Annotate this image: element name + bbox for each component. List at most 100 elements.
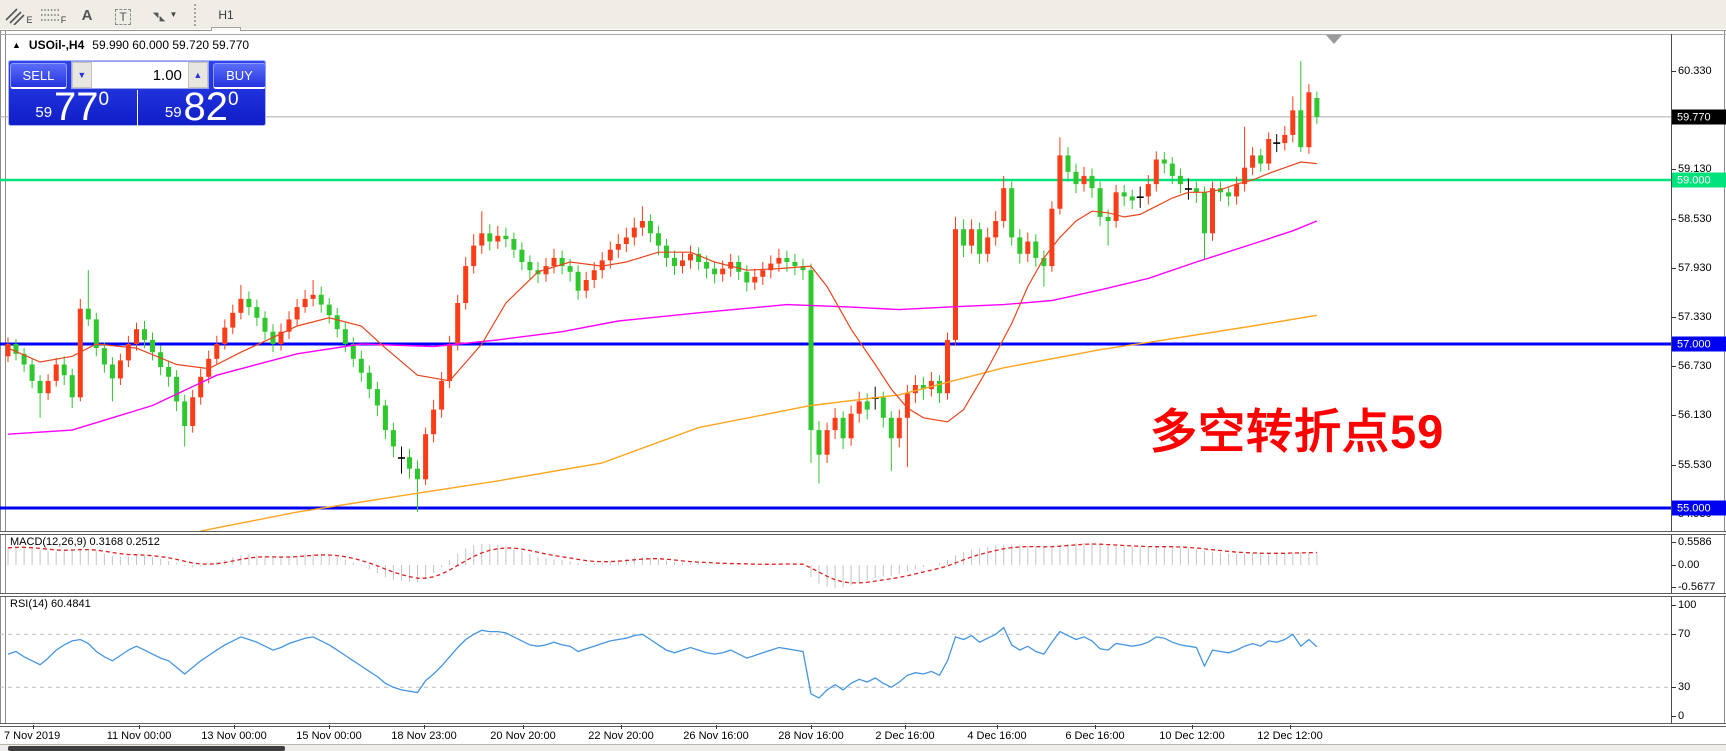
price-tick-57.930: 57.930 xyxy=(1678,262,1712,274)
price-tick-55.530: 55.530 xyxy=(1678,459,1712,471)
date-tick xyxy=(905,725,906,729)
main-chart-canvas[interactable] xyxy=(0,32,1671,531)
price-tick-59.130-tick xyxy=(1671,169,1676,170)
date-label: 10 Dec 12:00 xyxy=(1159,730,1225,742)
bid-price-display[interactable]: 59 77 0 xyxy=(8,87,138,127)
rsi-label: RSI(14) 60.4841 xyxy=(10,598,91,610)
price-tick-57.330: 57.330 xyxy=(1678,311,1712,323)
fibonacci-grid-icon[interactable]: F xyxy=(38,3,68,27)
date-label: 22 Nov 20:00 xyxy=(588,730,654,742)
price-tick-56.730-tick xyxy=(1671,366,1676,367)
dropdown-caret-icon[interactable]: ▼ xyxy=(169,9,178,19)
macd-label: MACD(12,26,9) 0.3168 0.2512 xyxy=(10,536,160,548)
macd-tick-0.5586: 0.5586 xyxy=(1678,536,1712,548)
price-badge-59.770: 59.770 xyxy=(1672,109,1726,125)
price-tick-55.530-tick xyxy=(1671,465,1676,466)
symbol-ohlc: 59.990 60.000 59.720 59.770 xyxy=(92,38,250,52)
date-label: 20 Nov 20:00 xyxy=(490,730,556,742)
price-badge-55.000: 55.000 xyxy=(1672,500,1726,516)
date-tick xyxy=(33,725,34,729)
collapse-panel-icon[interactable]: ▲ xyxy=(12,40,21,50)
text-label-icon[interactable]: T xyxy=(106,3,140,27)
rsi-tick-70-tick xyxy=(1671,634,1676,635)
horizontal-scrollbar[interactable] xyxy=(0,744,1726,751)
chart-shift-marker-icon[interactable] xyxy=(1326,35,1342,44)
symbol-header: ▲ USOil-,H4 59.990 60.000 59.720 59.770 xyxy=(12,38,249,52)
chart-area: ▲ USOil-,H4 59.990 60.000 59.720 59.770 … xyxy=(0,31,1726,751)
equidistant-channel-icon[interactable]: E xyxy=(4,3,34,27)
price-tick-58.530: 58.530 xyxy=(1678,213,1712,225)
window-left-border xyxy=(0,31,1,725)
hatch-lines-glyph xyxy=(5,8,26,25)
volume-increase-button[interactable]: ▲ xyxy=(187,62,208,88)
date-label: 18 Nov 23:00 xyxy=(391,730,457,742)
date-tick xyxy=(234,725,235,729)
ask-price-display[interactable]: 59 82 0 xyxy=(164,85,239,129)
date-label: 12 Dec 12:00 xyxy=(1257,730,1323,742)
date-tick xyxy=(424,725,425,729)
date-label: 11 Nov 00:00 xyxy=(106,730,172,742)
macd-tick-0.00-tick xyxy=(1671,565,1676,566)
date-label: 7 Nov 2019 xyxy=(4,730,61,742)
text-annotation-icon[interactable]: A xyxy=(81,7,93,24)
rsi-tick-0: 0 xyxy=(1678,710,1685,722)
price-badge-59.000: 59.000 xyxy=(1672,172,1726,188)
macd-canvas[interactable] xyxy=(0,533,1671,593)
timeframe-H1[interactable]: H1 xyxy=(218,8,234,22)
arrows-glyph xyxy=(152,12,165,22)
chart-annotation-text: 多空转折点59 xyxy=(1150,405,1445,458)
rsi-tick-70: 70 xyxy=(1678,628,1691,640)
rsi-tick-0-tick xyxy=(1671,716,1676,717)
price-tick-58.530-tick xyxy=(1671,219,1676,220)
tool-badge: E xyxy=(26,15,33,25)
date-label: 2 Dec 16:00 xyxy=(875,730,935,742)
price-tick-59.130: 59.130 xyxy=(1678,163,1712,175)
toolbar: E F A T ▼ M1M5M15M30H1H4D1W1MN xyxy=(0,0,1726,118)
scrollbar-thumb[interactable] xyxy=(8,746,285,751)
separator-main-macd[interactable] xyxy=(0,531,1726,535)
date-tick xyxy=(1290,725,1291,729)
macd-tick-0.00: 0.00 xyxy=(1678,559,1700,571)
date-label: 4 Dec 16:00 xyxy=(967,730,1027,742)
price-tick-56.130-tick xyxy=(1671,415,1676,416)
separator-macd-rsi[interactable] xyxy=(0,593,1726,597)
volume-spinner: ▼ ▲ xyxy=(70,61,209,89)
date-label: 13 Nov 00:00 xyxy=(201,730,267,742)
separator-rsi-dates xyxy=(0,723,1726,727)
sell-button[interactable]: SELL xyxy=(10,62,67,89)
date-tick xyxy=(1095,725,1096,729)
price-tick-57.930-tick xyxy=(1671,268,1676,269)
volume-decrease-button[interactable]: ▼ xyxy=(71,62,92,88)
date-tick xyxy=(1192,725,1193,729)
rsi-canvas[interactable] xyxy=(0,595,1671,723)
buy-button[interactable]: BUY xyxy=(212,62,266,89)
date-label: 28 Nov 16:00 xyxy=(778,730,844,742)
volume-input[interactable] xyxy=(91,62,188,88)
chart-top-border xyxy=(0,34,1726,35)
date-label: 26 Nov 16:00 xyxy=(683,730,749,742)
macd-tick--0.5677-tick xyxy=(1671,587,1676,588)
one-click-trading-panel: SELL ▼ ▲ BUY 59 77 0 59 82 0 xyxy=(8,60,266,129)
rsi-tick-100: 100 xyxy=(1678,599,1697,611)
rsi-tick-30-tick xyxy=(1671,687,1676,688)
price-axis-border xyxy=(1671,34,1672,725)
panel-left-border xyxy=(5,31,6,725)
macd-tick--0.5677: -0.5677 xyxy=(1678,581,1716,593)
date-label: 15 Nov 00:00 xyxy=(296,730,362,742)
toolbar-drag-handle[interactable] xyxy=(194,4,202,26)
price-badge-57.000: 57.000 xyxy=(1672,336,1726,352)
grid-glyph xyxy=(40,9,59,21)
arrows-tool-icon[interactable]: ▼ xyxy=(144,3,184,27)
price-tick-57.330-tick xyxy=(1671,317,1676,318)
tool-badge: F xyxy=(60,15,67,25)
window-right-border xyxy=(1724,31,1725,725)
date-label: 6 Dec 16:00 xyxy=(1065,730,1125,742)
date-tick xyxy=(329,725,330,729)
date-tick xyxy=(139,725,140,729)
date-tick xyxy=(997,725,998,729)
price-tick-56.130: 56.130 xyxy=(1678,409,1712,421)
price-tick-56.730: 56.730 xyxy=(1678,360,1712,372)
rsi-tick-30: 30 xyxy=(1678,681,1691,693)
price-tick-60.330-tick xyxy=(1671,71,1676,72)
